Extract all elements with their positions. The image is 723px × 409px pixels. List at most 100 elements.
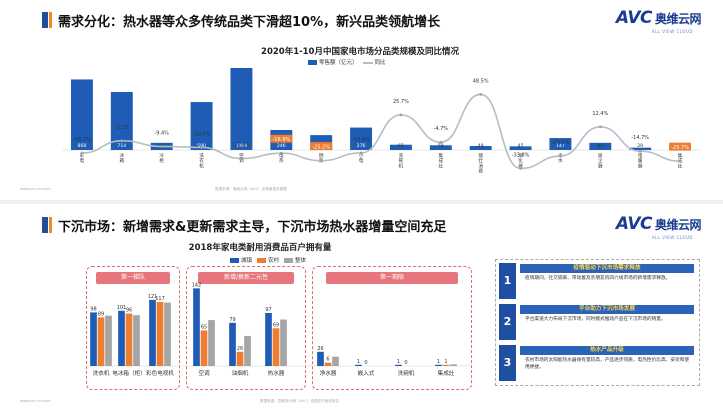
household-bar bbox=[244, 335, 251, 366]
yoy-point bbox=[598, 125, 602, 129]
category-label: 器 bbox=[518, 163, 523, 169]
avc-logo: AVC 奥维云网 bbox=[615, 214, 702, 234]
retail-bar bbox=[350, 127, 373, 150]
yoy-point bbox=[80, 151, 84, 155]
yoy-point bbox=[399, 113, 403, 117]
yoy-label: -14.7% bbox=[631, 135, 649, 141]
yoy-label: -16.7% bbox=[73, 137, 91, 143]
household-bar bbox=[193, 288, 200, 366]
category-label: 彩色电视机 bbox=[146, 369, 174, 377]
household-bar bbox=[97, 317, 105, 366]
retail-value-label: 276 bbox=[357, 143, 366, 149]
household-value-label: 69 bbox=[273, 322, 279, 328]
category-label: 冷 bbox=[159, 152, 164, 159]
side-item-number: 2 bbox=[499, 304, 516, 340]
top-chart: 868彩电714冰箱88冷柜590洗衣机1009空调246电热183燃热276小… bbox=[62, 68, 700, 175]
category-label: 空调 bbox=[198, 369, 210, 377]
category-label: 化 bbox=[518, 157, 523, 164]
yoy-label: 12.4% bbox=[592, 111, 608, 117]
retail-bar bbox=[509, 146, 532, 150]
side-item-3: 3 热水产品升级 农村市场的太阳能热水器保有量较高，产品逐步同质，电热性价比高、… bbox=[499, 345, 696, 381]
yoy-point bbox=[678, 159, 682, 163]
category-label: 电冰箱（柜） bbox=[112, 369, 146, 377]
legend-yoy: 同比 bbox=[362, 58, 386, 66]
household-bar bbox=[272, 328, 280, 366]
household-bar bbox=[280, 319, 287, 366]
side-item-body: 疫情期间，社交隔离、带动着及亲朋友的四六线市场的新增需求释放。 bbox=[525, 276, 671, 281]
title-accent-orange bbox=[49, 12, 52, 28]
yoy-label: -16.9% bbox=[272, 137, 290, 143]
title-accent-orange bbox=[49, 217, 52, 233]
bottom-slide-title: 下沉市场：新增需求&更新需求主导，下沉市场热水器增量空间充足 bbox=[58, 220, 447, 235]
side-item-body: 农村市场的太阳能热水器保有量较高，产品逐步同质，电热性价比高、安装和使用便捷。 bbox=[525, 358, 690, 370]
household-value-label: 96 bbox=[126, 308, 132, 314]
avc-logo-sub: ALL VIEW CLOUD bbox=[651, 235, 693, 240]
retail-bar bbox=[589, 142, 612, 150]
bottom-chart-legend: 城镇 农村 整体 bbox=[230, 256, 306, 264]
retail-value-label: 65 bbox=[398, 143, 404, 149]
household-value-label: 1 bbox=[437, 359, 440, 365]
category-label: 机 bbox=[399, 162, 404, 169]
household-bar bbox=[229, 322, 236, 366]
group-box-new-replace bbox=[186, 266, 306, 390]
yoy-label-highlight bbox=[310, 142, 333, 151]
retail-bar bbox=[190, 102, 213, 150]
category-label: 净 bbox=[518, 152, 523, 159]
category-label: 油烟机 bbox=[232, 369, 249, 377]
retail-value-label: 246 bbox=[277, 143, 286, 149]
top-footer-source: 数据来源：奥维云网（AVC）全渠道推总数据 bbox=[215, 187, 287, 191]
retail-bar bbox=[549, 138, 572, 150]
category-label: 彩 bbox=[80, 152, 85, 159]
household-bar bbox=[118, 310, 125, 366]
retail-value-label: 49 bbox=[478, 143, 484, 149]
category-label: 衣 bbox=[199, 157, 204, 164]
category-label: 器 bbox=[598, 163, 603, 169]
retail-value-label: 590 bbox=[197, 143, 206, 149]
household-value-label: 1 bbox=[357, 359, 360, 365]
household-bar bbox=[133, 315, 140, 366]
yoy-point bbox=[359, 151, 363, 155]
household-value-label: 0 bbox=[364, 360, 367, 366]
category-label: 冰 bbox=[120, 152, 125, 159]
category-label: 洗 bbox=[399, 152, 404, 159]
side-panel bbox=[495, 259, 700, 386]
top-chart-legend: 零售额（亿元） 同比 bbox=[308, 58, 386, 66]
household-bar bbox=[435, 364, 442, 366]
yoy-point bbox=[240, 157, 243, 160]
household-value-label: 65 bbox=[201, 324, 207, 330]
yoy-point bbox=[120, 139, 124, 143]
category-label: 集成灶 bbox=[438, 369, 455, 377]
household-bar bbox=[164, 302, 171, 366]
household-value-label: 79 bbox=[229, 317, 235, 323]
side-item-2: 2 平台助力下沉市场发展 平台渠道大力布局下沉市场，同时模式推动产品在下沉市场的… bbox=[499, 304, 696, 340]
category-label: 费 bbox=[478, 168, 483, 175]
household-value-label: 89 bbox=[98, 311, 104, 317]
category-label: 热 bbox=[279, 157, 284, 164]
retail-bar bbox=[429, 145, 452, 150]
yoy-point bbox=[439, 140, 443, 144]
household-bar bbox=[332, 356, 339, 366]
household-value-label: 26 bbox=[317, 346, 323, 352]
side-item-body: 平台渠道大力布局下沉市场，同时模式推动产品在下沉市场的销量。 bbox=[525, 317, 666, 322]
avc-logo-sub: ALL VIEW CLOUD bbox=[651, 29, 693, 34]
category-label: 调 bbox=[239, 157, 244, 164]
category-label: 电 bbox=[279, 152, 284, 159]
household-value-label: 117 bbox=[155, 296, 165, 302]
category-label: 洗 bbox=[199, 152, 204, 159]
category-label: 吸 bbox=[598, 153, 603, 159]
yoy-label-highlight bbox=[270, 134, 293, 143]
household-bar bbox=[208, 320, 215, 366]
title-accent bbox=[42, 217, 48, 233]
household-bar bbox=[395, 364, 402, 366]
category-label: 集 bbox=[439, 152, 444, 159]
category-label: 烟 bbox=[478, 152, 483, 159]
top-slide-title: 需求分化：热水器等众多传统品类下滑超10%，新兴品类领航增长 bbox=[58, 15, 441, 30]
household-value-label: 97 bbox=[265, 307, 271, 313]
retail-bar bbox=[469, 146, 492, 150]
yoy-label: -9.4% bbox=[154, 130, 169, 136]
category-label: 水 bbox=[558, 157, 563, 164]
retail-bar bbox=[629, 147, 652, 150]
yoy-label: 25.7% bbox=[393, 99, 409, 105]
category-label: 器 bbox=[638, 163, 643, 169]
side-item-heading: 热水产品升级 bbox=[520, 346, 694, 355]
